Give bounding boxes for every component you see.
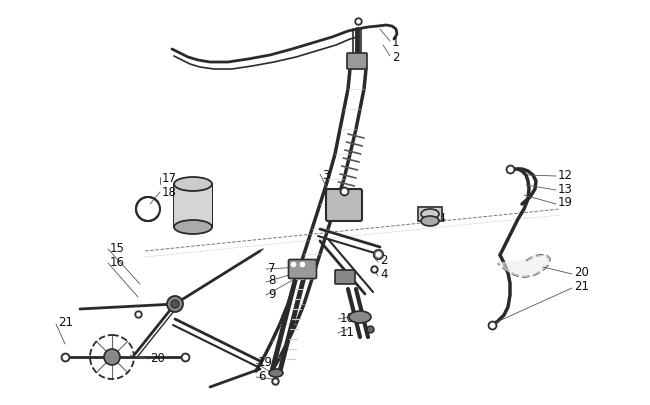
Text: 9: 9	[268, 287, 276, 300]
Text: 21: 21	[58, 316, 73, 329]
Circle shape	[171, 300, 179, 308]
Circle shape	[167, 296, 183, 312]
Text: 10: 10	[340, 311, 355, 324]
Ellipse shape	[421, 209, 439, 220]
Text: 14: 14	[432, 211, 447, 224]
Text: 16: 16	[110, 255, 125, 268]
Text: 3: 3	[322, 168, 330, 181]
Ellipse shape	[174, 220, 212, 234]
Text: 8: 8	[268, 274, 276, 287]
Text: 4: 4	[380, 268, 387, 281]
Polygon shape	[498, 256, 550, 277]
Text: 19: 19	[258, 355, 273, 368]
Text: 18: 18	[162, 186, 177, 199]
Text: 13: 13	[558, 182, 573, 195]
Text: 21: 21	[574, 280, 589, 293]
Text: 19: 19	[558, 196, 573, 209]
FancyBboxPatch shape	[289, 260, 317, 279]
Text: 17: 17	[162, 171, 177, 184]
Text: 20: 20	[150, 351, 165, 364]
Text: 1: 1	[392, 35, 400, 48]
FancyBboxPatch shape	[418, 207, 442, 222]
Ellipse shape	[421, 216, 439, 226]
Text: 6: 6	[258, 369, 265, 382]
Text: 5: 5	[340, 270, 347, 283]
FancyBboxPatch shape	[335, 270, 355, 284]
Text: 12: 12	[558, 168, 573, 181]
Text: 2: 2	[380, 254, 387, 267]
FancyBboxPatch shape	[347, 54, 367, 70]
Ellipse shape	[174, 177, 212, 192]
Text: 20: 20	[574, 266, 589, 279]
Text: 15: 15	[110, 241, 125, 254]
Text: 2: 2	[392, 50, 400, 63]
Ellipse shape	[269, 369, 283, 377]
Text: 11: 11	[340, 325, 355, 338]
Text: 7: 7	[268, 261, 276, 274]
Ellipse shape	[349, 311, 371, 323]
FancyBboxPatch shape	[174, 185, 212, 228]
Circle shape	[104, 349, 120, 365]
FancyBboxPatch shape	[326, 190, 362, 222]
